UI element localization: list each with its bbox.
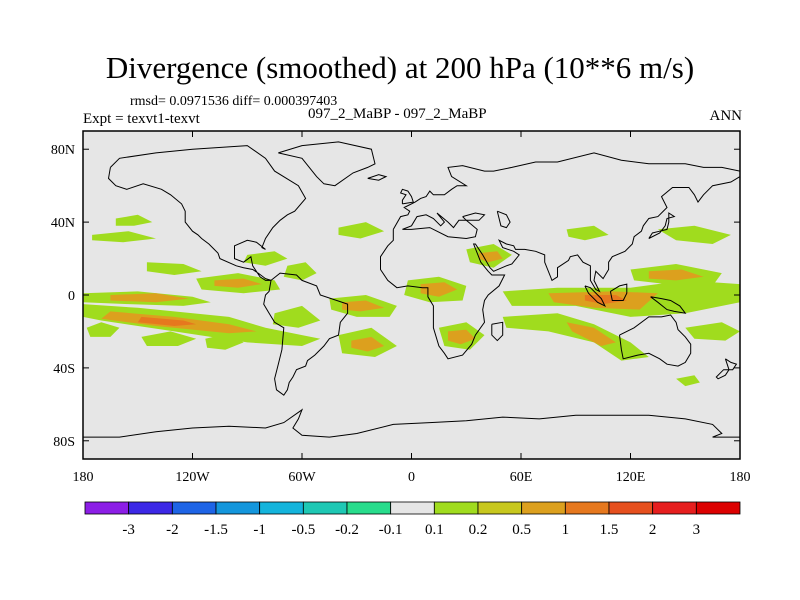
coastline-new-guinea (650, 296, 687, 314)
cases-label: 097_2_MaBP - 097_2_MaBP (308, 106, 487, 122)
region-south-pacific-patch-3 (205, 333, 244, 350)
colorbar-swatch (215, 501, 261, 515)
coastline-new-zealand (724, 358, 738, 371)
chart-title: Divergence (smoothed) at 200 hPa (10**6 … (105, 50, 695, 85)
colorbar-swatch (652, 501, 697, 515)
coastline-sumatra (584, 285, 606, 307)
region-south-indian-band-core (566, 322, 616, 346)
region-amazon-patch (272, 305, 321, 328)
region-south-atlantic-blob-core (351, 336, 385, 352)
coastline-greenland (278, 141, 376, 187)
region-south-pacific-patch-2 (141, 331, 197, 346)
colorbar-label: 0.1 (425, 522, 444, 538)
region-south-pacific-west-patch (685, 322, 740, 341)
region-south-pacific-band-peak (137, 316, 197, 326)
region-atlantic-band-core (342, 300, 385, 312)
x-tick-label: 60E (510, 470, 533, 485)
coastline-iceland (367, 174, 388, 181)
colorbar-swatch (477, 501, 523, 515)
x-tick-label: 180 (73, 470, 94, 485)
region-central-pacific-strip (146, 262, 202, 275)
x-tick-label: 120E (616, 470, 646, 485)
region-north-pacific-patch (115, 214, 153, 226)
y-tick-label: 80S (53, 435, 75, 450)
colorbar-swatch (128, 501, 173, 515)
colorbar-swatch (390, 501, 435, 515)
colorbar-label: -1.5 (204, 522, 228, 538)
colorbar-swatch (695, 501, 741, 515)
coastline-black-caspian (462, 212, 486, 221)
region-west-pacific-blob-core (648, 269, 704, 281)
coastline-madagascar (491, 321, 504, 342)
region-west-atlantic-blob-2 (243, 251, 288, 266)
stats-label: rmsd= 0.0971536 diff= 0.000397403 (130, 94, 338, 109)
region-west-atlantic-blob (283, 262, 317, 281)
colorbar-label: 2 (649, 522, 657, 538)
colorbar-label: 3 (693, 522, 701, 538)
y-tick-label: 80N (51, 143, 75, 158)
colorbar-label: 1.5 (600, 522, 619, 538)
region-north-pacific-strip (92, 231, 156, 243)
coastline-mediterranean (402, 212, 478, 240)
colorbar-swatch (433, 501, 479, 515)
colorbar-swatch (564, 501, 610, 515)
x-tick-label: 180 (730, 470, 751, 485)
colorbar-label: -0.2 (335, 522, 359, 538)
region-east-pacific-itcz-core (110, 293, 189, 303)
coastline-new-zealand-south (715, 369, 730, 380)
contour-regions (83, 214, 740, 387)
coastline-indonesia-borneo (609, 283, 628, 301)
colorbar-swatch (171, 501, 217, 515)
colorbar-swatch (259, 501, 304, 515)
coastline-british-isles (399, 188, 414, 205)
colorbar: -3 -2 -1.5 -1 -0.5 -0.2 -0.1 0.1 0.2 0.5 1 1.5 2 3 (84, 501, 741, 538)
colorbar-label: 1 (562, 522, 570, 538)
colorbar-swatch (84, 501, 130, 515)
y-tick-label: 40S (53, 362, 75, 377)
colorbar-label: 0.2 (469, 522, 488, 538)
colorbar-swatch (521, 501, 566, 515)
y-tick-label: 0 (68, 289, 75, 304)
experiment-label: Expt = texvt1-texvt (83, 111, 200, 127)
colorbar-swatch (302, 501, 348, 515)
x-tick-label: 120W (175, 470, 210, 485)
coastlines (83, 141, 740, 438)
coastline-south-america (263, 272, 349, 396)
coastline-australia (619, 314, 692, 367)
region-south-pacific-patch-1 (86, 322, 120, 337)
colorbar-label: -0.1 (379, 522, 403, 538)
region-africa-south-blob-core (448, 329, 476, 345)
period-label: ANN (709, 108, 743, 124)
colorbar-swatch (346, 501, 392, 515)
colorbar-label: -0.5 (291, 522, 315, 538)
colorbar-label: 0.5 (512, 522, 531, 538)
colorbar-label: -1 (253, 522, 266, 538)
colorbar-label: -2 (166, 522, 179, 538)
region-africa-blob-core (420, 282, 458, 297)
region-south-pacific-west-patch-2 (676, 375, 700, 387)
region-central-pacific-blob-core (214, 278, 262, 288)
coastline-antarctica (83, 408, 740, 438)
region-china-patch (566, 225, 609, 241)
x-tick-label: 0 (408, 470, 415, 485)
x-tick-label: 60W (288, 470, 316, 485)
coastline-caspian (496, 210, 511, 229)
region-north-atlantic-patch (338, 222, 385, 239)
y-tick-label: 40N (51, 216, 75, 231)
region-north-pacific-west-blob (657, 225, 731, 244)
coastline-japan (648, 212, 676, 239)
colorbar-swatch (608, 501, 654, 515)
colorbar-label: -3 (122, 522, 135, 538)
region-indian-ocean-band-peak (584, 295, 627, 305)
axes: 180 120W 60W 0 60E 120E 180 80N 40N 0 40S 80S (51, 131, 751, 485)
coastline-eurasia-africa (380, 152, 740, 360)
region-south-indian-band (502, 313, 649, 361)
coastline-north-america (107, 145, 307, 281)
